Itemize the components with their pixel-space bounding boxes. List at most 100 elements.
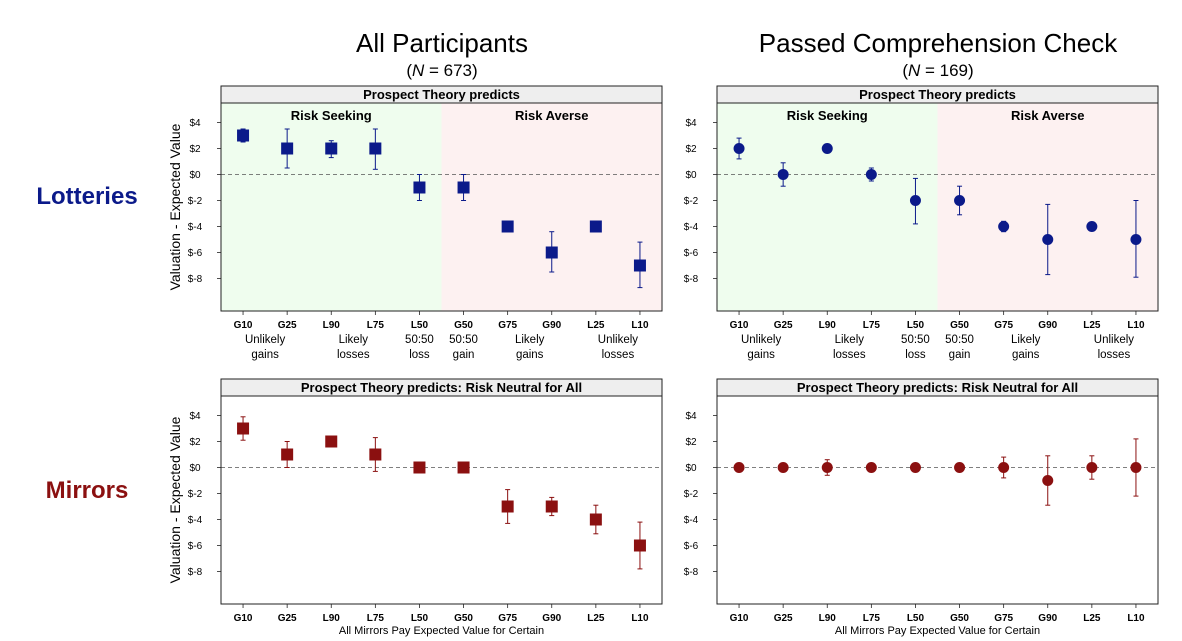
x-tick-label: L10 — [631, 320, 649, 331]
x-tick-label: L10 — [1127, 320, 1145, 331]
column-title-passed: Passed Comprehension Check — [759, 28, 1118, 58]
group-annotation: Unlikely — [245, 334, 286, 346]
x-tick-label: L90 — [819, 320, 837, 331]
data-point — [1086, 462, 1098, 473]
panel-frame — [716, 378, 1159, 605]
y-tick-label: $4 — [189, 118, 201, 129]
region-label-seeking: Risk Seeking — [787, 108, 868, 123]
x-tick-label: G10 — [234, 320, 253, 331]
group-annotation: 50:50 — [901, 334, 930, 346]
data-point — [413, 181, 426, 194]
y-tick-label: $2 — [189, 437, 201, 448]
data-point — [633, 539, 646, 552]
y-axis-label: Valuation - Expected Value — [167, 416, 183, 583]
region-label-averse: Risk Averse — [1011, 108, 1084, 123]
y-tick-label: $0 — [685, 463, 697, 474]
x-tick-label: G90 — [1038, 320, 1057, 331]
x-tick-label: G10 — [234, 613, 253, 624]
data-point — [777, 462, 789, 473]
data-point — [1042, 475, 1054, 486]
row-label-lotteries: Lotteries — [36, 183, 137, 210]
data-point — [909, 195, 921, 206]
data-point — [954, 462, 966, 473]
column-headers: All Participants (N = 673) Passed Compre… — [356, 28, 1118, 80]
panel-frame — [220, 378, 663, 605]
strip-title: Prospect Theory predicts: Risk Neutral f… — [301, 380, 582, 395]
column-subtitle-passed: (N = 169) — [902, 61, 973, 80]
panel-lotteries-all: Risk Seeking Risk Averse Prospect Theory p… — [167, 85, 663, 361]
group-annotation: Likely — [339, 334, 369, 346]
x-tick-label: L90 — [819, 613, 837, 624]
data-point — [1086, 221, 1098, 232]
y-tick-label: $-6 — [188, 541, 203, 552]
y-tick-label: $-6 — [684, 541, 699, 552]
x-tick-label: G75 — [994, 613, 1013, 624]
y-tick-label: $-4 — [684, 515, 699, 526]
data-point — [821, 143, 833, 154]
panel-frame — [716, 85, 1159, 312]
group-annotation: Unlikely — [1094, 334, 1135, 346]
x-tick-label: G50 — [950, 613, 969, 624]
y-tick-label: $4 — [685, 118, 697, 129]
y-tick-label: $-2 — [684, 489, 699, 500]
column-subtitle-all: (N = 673) — [406, 61, 477, 80]
region-label-seeking: Risk Seeking — [291, 108, 372, 123]
group-annotation: gains — [747, 349, 775, 361]
group-annotation: 50:50 — [449, 334, 478, 346]
panel-frame — [220, 85, 663, 312]
region-label-averse: Risk Averse — [515, 108, 588, 123]
data-point — [998, 221, 1010, 232]
strip-title: Prospect Theory predicts — [859, 87, 1016, 102]
y-tick-label: $2 — [685, 437, 697, 448]
x-tick-label: L90 — [323, 320, 341, 331]
x-tick-label: L25 — [587, 613, 605, 624]
x-tick-label: L75 — [863, 320, 881, 331]
group-annotation: losses — [602, 349, 635, 361]
data-point — [733, 143, 745, 154]
group-annotation: gains — [516, 349, 544, 361]
group-annotation: Likely — [835, 334, 865, 346]
risk-seeking-region — [717, 103, 938, 311]
risk-averse-region — [441, 103, 662, 311]
y-tick-label: $4 — [189, 411, 201, 422]
data-point — [237, 422, 250, 435]
x-tick-label: L25 — [1083, 613, 1101, 624]
y-tick-label: $0 — [189, 463, 201, 474]
group-annotation: Likely — [1011, 334, 1041, 346]
y-axis-label: Valuation - Expected Value — [167, 123, 183, 290]
y-tick-label: $-8 — [684, 274, 699, 285]
group-annotation: Unlikely — [598, 334, 639, 346]
x-tick-label: G75 — [498, 613, 517, 624]
panel-mirrors-passed: Prospect Theory predicts: Risk Neutral f… — [684, 378, 1159, 637]
data-point — [369, 142, 382, 155]
y-tick-label: $-8 — [684, 567, 699, 578]
y-tick-label: $-8 — [188, 567, 203, 578]
x-tick-label: L75 — [367, 613, 385, 624]
x-tick-label: G10 — [730, 320, 749, 331]
data-point — [281, 448, 294, 461]
panel-lotteries-passed: Risk Seeking Risk Averse Prospect Theory p… — [684, 85, 1159, 361]
x-tick-label: G50 — [454, 320, 473, 331]
y-tick-label: $-2 — [188, 489, 203, 500]
x-tick-label: L50 — [411, 320, 429, 331]
group-annotation: Unlikely — [741, 334, 782, 346]
data-point — [457, 181, 470, 194]
x-tick-label: G50 — [950, 320, 969, 331]
data-point — [237, 129, 250, 142]
y-tick-label: $-2 — [684, 196, 699, 207]
x-tick-label: L75 — [367, 320, 385, 331]
group-annotation: gains — [1012, 349, 1040, 361]
y-tick-label: $2 — [685, 144, 697, 155]
data-point — [325, 142, 338, 155]
group-annotation: gain — [949, 349, 971, 361]
x-tick-label: G50 — [454, 613, 473, 624]
y-tick-label: $-6 — [188, 248, 203, 259]
data-point — [369, 448, 382, 461]
data-point — [545, 246, 558, 259]
panel-mirrors-all: Prospect Theory predicts: Risk Neutral f… — [167, 378, 663, 637]
y-tick-label: $-2 — [188, 196, 203, 207]
data-point — [501, 220, 514, 233]
data-point — [954, 195, 966, 206]
y-tick-label: $-6 — [684, 248, 699, 259]
data-point — [1130, 462, 1142, 473]
